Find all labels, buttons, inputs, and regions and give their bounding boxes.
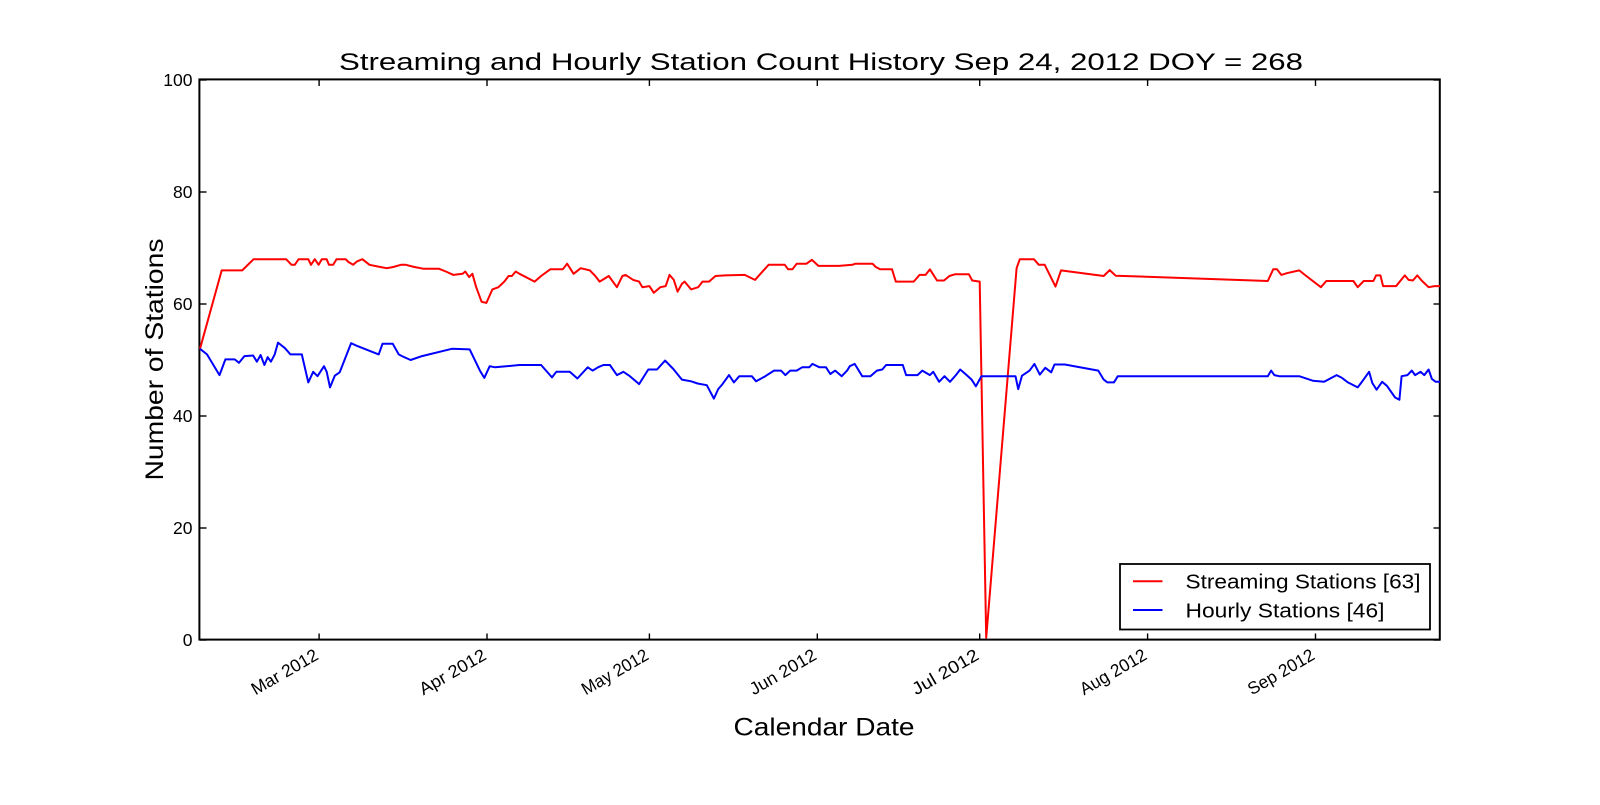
svg-text:Streaming Stations [63]: Streaming Stations [63] <box>1186 572 1421 594</box>
svg-text:Streaming and Hourly Station C: Streaming and Hourly Station Count Histo… <box>339 49 1303 76</box>
svg-text:20: 20 <box>173 518 193 538</box>
svg-text:Calendar Date: Calendar Date <box>734 714 915 742</box>
svg-text:0: 0 <box>183 630 193 650</box>
svg-text:60: 60 <box>173 294 193 314</box>
svg-text:Number of Stations: Number of Stations <box>141 239 169 481</box>
svg-text:80: 80 <box>173 182 193 202</box>
svg-text:100: 100 <box>163 70 192 90</box>
svg-text:40: 40 <box>173 406 193 426</box>
svg-text:Hourly Stations [46]: Hourly Stations [46] <box>1186 600 1385 622</box>
